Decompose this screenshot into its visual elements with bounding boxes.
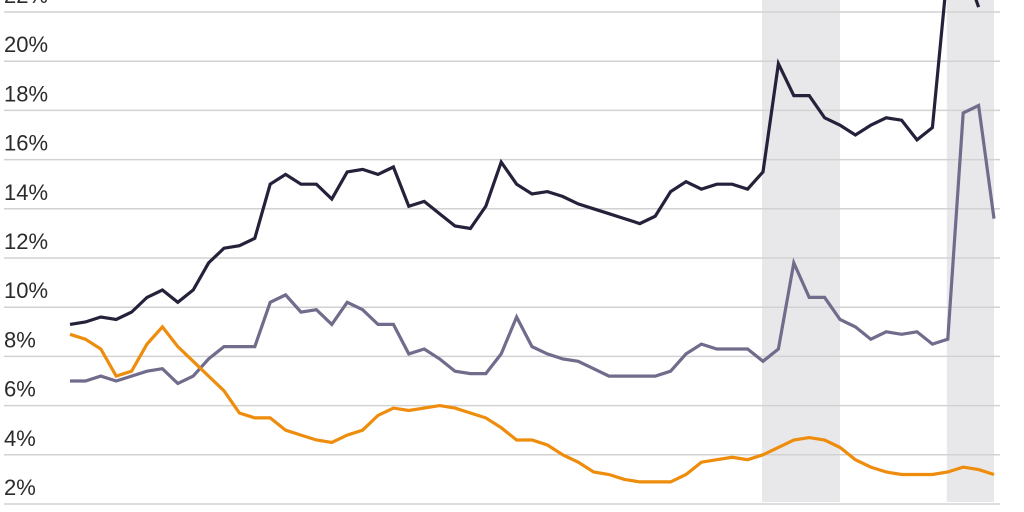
y-tick-label: 12% [4, 229, 48, 254]
y-tick-label: 4% [4, 426, 36, 451]
y-tick-label: 20% [4, 32, 48, 57]
series-lines [69, 0, 996, 484]
series-line-1 [70, 103, 996, 386]
y-tick-label: 14% [4, 180, 48, 205]
y-tick-label: 18% [4, 81, 48, 106]
y-tick-label: 16% [4, 131, 48, 156]
y-tick-label: 6% [4, 377, 36, 402]
y-tick-label: 2% [4, 475, 36, 500]
gridlines [4, 11, 1000, 505]
y-tick-label: 22% [4, 0, 48, 8]
series-line-0 [69, 0, 981, 326]
series-line-2 [69, 324, 995, 484]
y-tick-label: 10% [4, 278, 48, 303]
y-tick-label: 8% [4, 327, 36, 352]
shaded-bands [762, 0, 994, 502]
y-axis-tick-labels: 2% 4% 6% 8% 10% 12% 14% 16% 18% 20% 22% [4, 0, 48, 500]
shaded-band-0 [762, 0, 840, 502]
